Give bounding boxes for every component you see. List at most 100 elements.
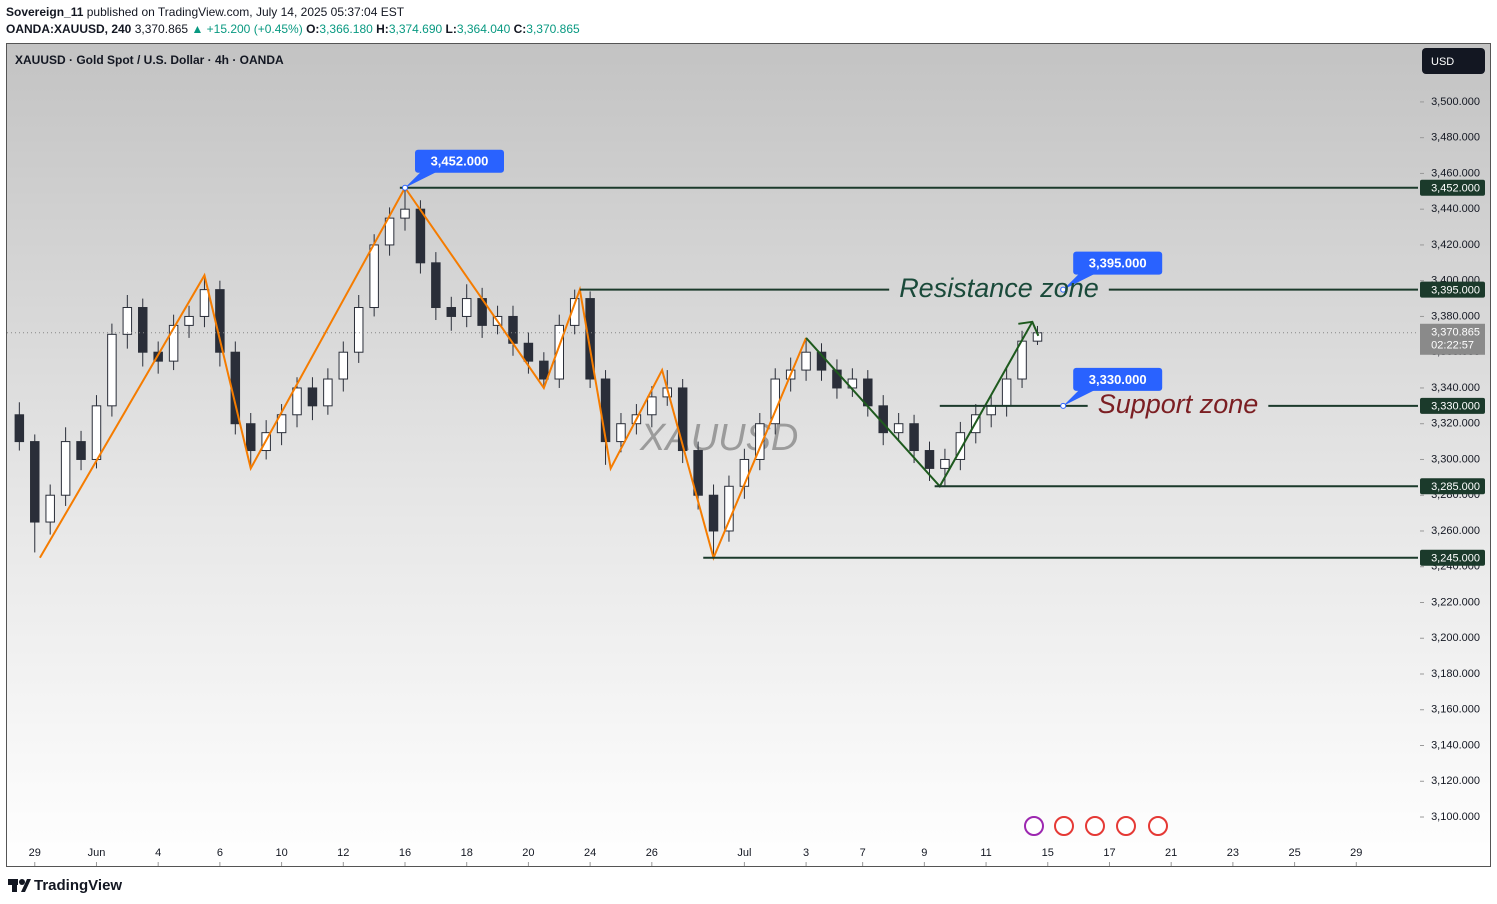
callout-label: 3,395.000 xyxy=(1089,256,1147,271)
candle-body xyxy=(138,307,148,353)
x-tick-label: 17 xyxy=(1103,847,1115,859)
y-tick-label: 3,220.000 xyxy=(1431,596,1480,608)
plot: 3,452.000 3,395.000 3,330.000 xyxy=(7,149,1418,561)
x-tick-label: 25 xyxy=(1288,847,1300,859)
level-label: 3,452.000 xyxy=(1431,183,1480,195)
x-tick-label: 29 xyxy=(29,847,41,859)
x-tick-label: 6 xyxy=(217,847,223,859)
candle-body xyxy=(693,450,703,496)
callout-pointer xyxy=(1063,389,1096,406)
ohlc-key: H: xyxy=(376,22,389,36)
candle-body xyxy=(616,423,626,443)
candle-body xyxy=(245,423,256,452)
candle-body xyxy=(107,333,117,407)
x-tick-label: 23 xyxy=(1227,847,1239,859)
candle-body xyxy=(1001,378,1012,407)
callout-pointer xyxy=(1063,273,1096,290)
candle-body xyxy=(384,217,395,246)
candle-body xyxy=(755,423,765,460)
candle-body xyxy=(724,485,734,532)
candle-body xyxy=(801,351,811,371)
candle-body xyxy=(400,208,410,219)
candle-body xyxy=(353,307,364,353)
y-tick-label: 3,380.000 xyxy=(1431,310,1480,322)
candle-body xyxy=(924,450,935,469)
candle-body xyxy=(909,423,919,452)
x-tick-label: 4 xyxy=(155,847,161,859)
y-tick-label: 3,440.000 xyxy=(1431,203,1480,215)
candle-body xyxy=(45,494,55,523)
level-label: 3,330.000 xyxy=(1431,401,1480,413)
ohlc-value: 3,370.865 xyxy=(526,22,580,36)
quote-line: OANDA:XAUUSD, 240 3,370.865 ▲ +15.200 (+… xyxy=(6,22,580,36)
trend-arrow xyxy=(1018,320,1040,337)
level-box xyxy=(1420,549,1485,566)
level-label: 3,245.000 xyxy=(1431,553,1480,565)
candle-body xyxy=(446,307,457,317)
y-tick-label: 3,320.000 xyxy=(1431,418,1480,430)
candle-body xyxy=(569,298,580,326)
candle-body xyxy=(323,378,333,407)
candle-body xyxy=(338,351,349,380)
x-tick-label: 7 xyxy=(860,847,866,859)
candle-body xyxy=(168,324,179,362)
candle-body xyxy=(554,324,565,380)
candle-body xyxy=(461,298,472,317)
countdown: 02:22:57 xyxy=(1431,340,1474,352)
zigzag-line xyxy=(39,185,808,561)
last-price-label: 3,370.865 xyxy=(1431,327,1480,339)
currency-button[interactable] xyxy=(1422,48,1485,74)
plot-frame xyxy=(6,43,1491,867)
x-tick-label: 9 xyxy=(921,847,927,859)
logo xyxy=(8,879,31,892)
candle-body xyxy=(585,298,595,380)
symbol: OANDA:XAUUSD, 240 xyxy=(6,22,132,36)
ohlc-value: 3,366.180 xyxy=(319,22,373,36)
candle-body xyxy=(677,387,688,452)
y-tick-label: 3,160.000 xyxy=(1431,704,1480,716)
candle-body xyxy=(832,369,842,389)
published: published on TradingView.com, July 14, 2… xyxy=(86,5,405,19)
chart-title: XAUUSD · Gold Spot / U.S. Dollar · 4h · … xyxy=(15,53,284,67)
zone-annotation: Support zone xyxy=(1098,389,1259,419)
candle-body xyxy=(307,387,318,407)
x-tick-label: 21 xyxy=(1165,847,1177,859)
level-box xyxy=(1420,478,1485,495)
candle-body xyxy=(955,432,966,460)
x-tick-label: 29 xyxy=(1350,847,1362,859)
x-tick-label: 3 xyxy=(803,847,809,859)
candle-body xyxy=(523,342,534,362)
level-box xyxy=(1420,179,1485,196)
candle-body xyxy=(292,387,302,416)
candle-body xyxy=(708,494,719,532)
ohlc-value: 3,364.040 xyxy=(456,22,511,36)
y-tick-label: 3,340.000 xyxy=(1431,382,1480,394)
publish-line: Sovereign_11 published on TradingView.co… xyxy=(6,5,404,19)
callout-box xyxy=(1073,367,1163,391)
candle-body xyxy=(539,360,549,380)
x-tick-label: 11 xyxy=(980,847,991,859)
ohlc-key: L: xyxy=(445,22,457,36)
level-box xyxy=(1420,397,1485,414)
zone-annotation: Resistance zone xyxy=(899,273,1099,303)
last: 3,370.865 xyxy=(134,22,189,36)
y-tick-label: 3,120.000 xyxy=(1431,775,1480,787)
y-tick-label: 3,460.000 xyxy=(1431,167,1480,179)
y-tick-label: 3,260.000 xyxy=(1431,525,1480,537)
x-tick-label: 12 xyxy=(337,847,349,859)
candle-body xyxy=(431,262,441,309)
x-tick-label: 16 xyxy=(399,847,411,859)
x-tick-label: 18 xyxy=(461,847,473,859)
y-tick-label: 3,480.000 xyxy=(1431,132,1480,144)
x-tick-label: 15 xyxy=(1042,847,1054,859)
level-label: 3,285.000 xyxy=(1431,481,1480,493)
candle-body xyxy=(30,441,40,523)
x-tick-label: 20 xyxy=(522,847,534,859)
candle-body xyxy=(600,378,611,443)
y-tick-label: 3,140.000 xyxy=(1431,739,1480,751)
callout-box xyxy=(1073,251,1163,275)
currency[interactable]: USD xyxy=(1431,56,1454,68)
y-tick-label: 3,100.000 xyxy=(1431,811,1480,823)
callout-point xyxy=(1060,286,1067,293)
y-tick-label: 3,420.000 xyxy=(1431,239,1480,251)
